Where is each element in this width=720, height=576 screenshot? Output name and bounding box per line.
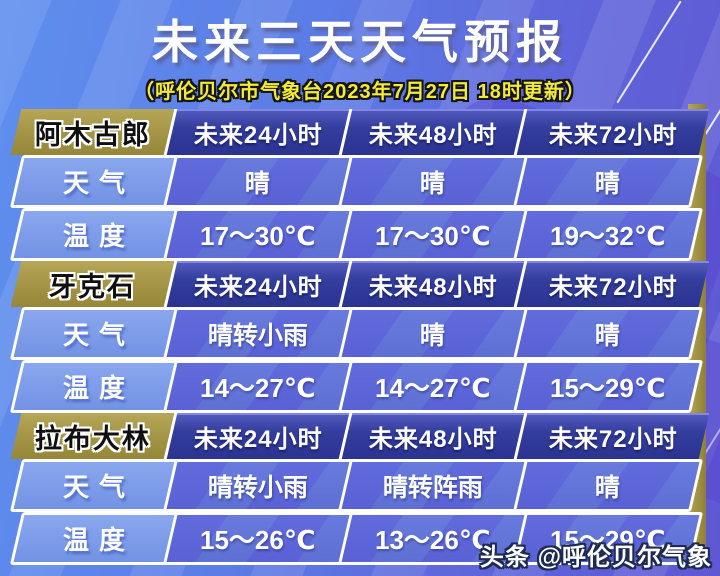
temperature-row-label: 温度	[62, 373, 135, 403]
weather-value-cell: 晴	[166, 158, 350, 205]
weather-row: 天气 晴 晴 晴	[9, 155, 704, 208]
location-cell: 拉布大林	[10, 413, 175, 459]
column-header-72h: 未来72小时	[513, 413, 710, 459]
weather-value-cell: 晴转小雨	[166, 310, 350, 357]
forecast-section-amugulang: 阿木古郎 未来24小时 未来48小时 未来72小时 天气 晴 晴 晴 温度 17…	[0, 109, 720, 261]
temperature-row-label: 温度	[62, 525, 135, 555]
temperature-value-cell: 14～27℃	[341, 363, 525, 410]
weather-value-cell: 晴	[516, 310, 700, 357]
column-header-24h: 未来24小时	[163, 109, 350, 155]
row-label-cell: 天气	[13, 158, 175, 205]
weather-value-cell: 晴转小雨	[166, 462, 350, 509]
column-header-48h: 未来48小时	[338, 413, 525, 459]
weather-row-label: 天气	[62, 168, 135, 198]
section-header-row: 阿木古郎 未来24小时 未来48小时 未来72小时	[10, 109, 710, 155]
column-header-24h: 未来24小时	[163, 261, 350, 307]
temperature-value-cell: 15～29℃	[516, 363, 700, 410]
row-label-cell: 天气	[13, 310, 175, 357]
weather-row: 天气 晴转小雨 晴转阵雨 晴	[9, 459, 704, 512]
temperature-row: 温度 14～27℃ 14～27℃ 15～29℃	[9, 360, 704, 413]
location-label: 阿木古郎	[34, 119, 151, 150]
temperature-value-cell: 14～27℃	[166, 363, 350, 410]
watermark: 头条 @呼伦贝尔气象	[479, 544, 712, 571]
column-header-48h: 未来48小时	[338, 109, 525, 155]
forecast-section-yakeshi: 牙克石 未来24小时 未来48小时 未来72小时 天气 晴转小雨 晴 晴 温度 …	[0, 261, 720, 413]
weather-value-cell: 晴转阵雨	[341, 462, 525, 509]
column-header-72h: 未来72小时	[513, 109, 710, 155]
weather-row-label: 天气	[62, 472, 135, 502]
column-header-48h: 未来48小时	[338, 261, 525, 307]
column-header-24h: 未来24小时	[163, 413, 350, 459]
row-label-cell: 温度	[13, 211, 175, 258]
temperature-value-cell: 19～32℃	[516, 211, 700, 258]
section-header-row: 牙克石 未来24小时 未来48小时 未来72小时	[10, 261, 710, 307]
weather-value-cell: 晴	[516, 462, 700, 509]
temperature-value-cell: 15～26℃	[166, 515, 350, 562]
temperature-value-cell: 17～30℃	[341, 211, 525, 258]
page-subtitle: （呼伦贝尔市气象台2023年7月27日 18时更新）	[134, 81, 586, 103]
row-label-cell: 温度	[13, 515, 175, 562]
column-header-72h: 未来72小时	[513, 261, 710, 307]
weather-value-cell: 晴	[341, 158, 525, 205]
location-label: 牙克石	[49, 271, 136, 302]
weather-row-label: 天气	[62, 320, 135, 350]
location-cell: 阿木古郎	[10, 109, 175, 155]
row-label-cell: 天气	[13, 462, 175, 509]
temperature-value-cell: 17～30℃	[166, 211, 350, 258]
temperature-row-label: 温度	[62, 221, 135, 251]
page-title: 未来三天天气预报	[152, 16, 568, 68]
weather-row: 天气 晴转小雨 晴 晴	[9, 307, 704, 360]
temperature-row: 温度 17～30℃ 17～30℃ 19～32℃	[9, 208, 704, 261]
location-label: 拉布大林	[34, 423, 151, 454]
weather-value-cell: 晴	[516, 158, 700, 205]
section-header-row: 拉布大林 未来24小时 未来48小时 未来72小时	[10, 413, 710, 459]
weather-value-cell: 晴	[341, 310, 525, 357]
forecast-table: 阿木古郎 未来24小时 未来48小时 未来72小时 天气 晴 晴 晴 温度 17…	[0, 109, 720, 565]
row-label-cell: 温度	[13, 363, 175, 410]
location-cell: 牙克石	[10, 261, 175, 307]
